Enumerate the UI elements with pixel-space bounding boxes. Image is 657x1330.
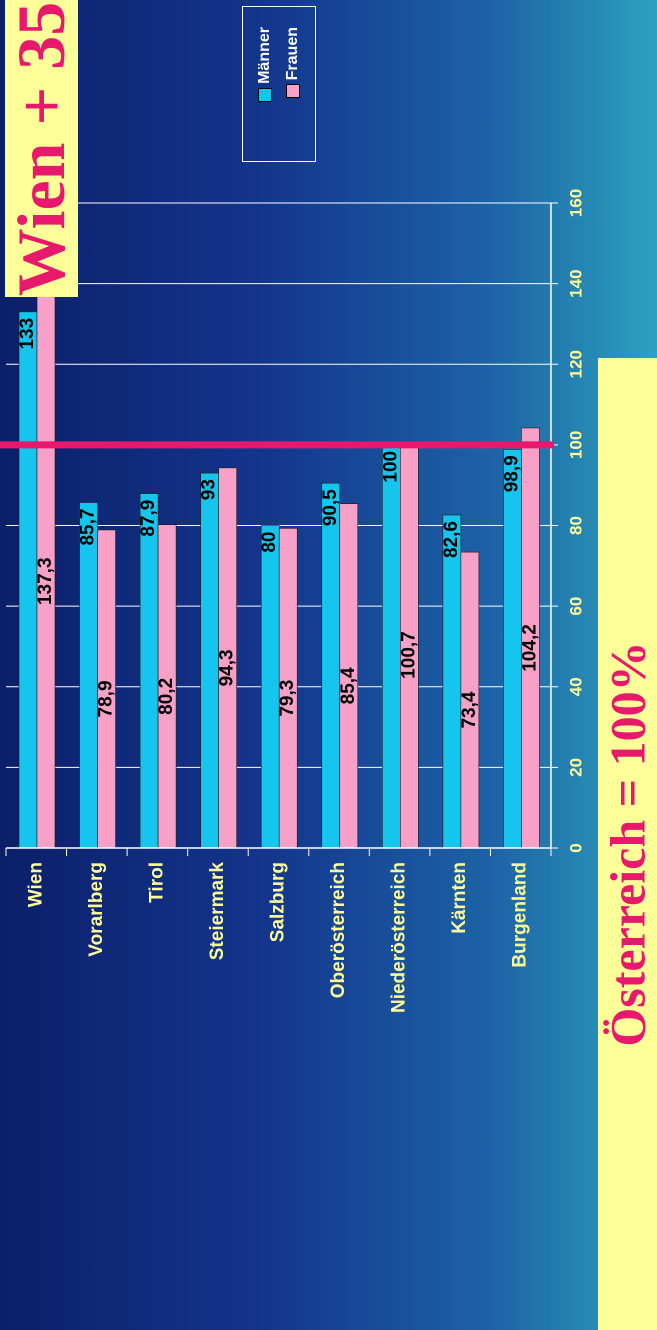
category-label: Salzburg [268,862,289,942]
legend-label-women: Frauen [284,27,301,81]
data-label-women: 100,7 [398,631,419,679]
data-label-men: 85,7 [78,509,99,546]
data-label-women: 137,3 [35,557,56,605]
data-label-men: 90,5 [320,489,341,526]
value-axis-tick-label: 60 [566,597,585,616]
legend-item-women: Frauen [283,27,303,99]
wien-callout: Wien + 35 [3,0,80,297]
data-label-women: 78,9 [96,680,117,717]
legend-item-men: Männer [255,27,275,102]
data-label-men: 82,6 [441,521,462,558]
category-label: Wien [25,862,46,907]
category-label: Steiermark [207,862,228,961]
legend-swatch-women [286,84,300,99]
data-label-men: 80 [259,532,280,553]
data-label-women: 104,2 [519,624,540,672]
value-axis-tick-label: 100 [566,431,585,459]
data-label-women: 94,3 [217,649,238,686]
category-label: Vorarlberg [86,862,107,957]
data-label-men: 100 [380,451,401,483]
value-axis-tick-label: 20 [566,758,585,777]
bar-men [79,502,98,849]
bar-men [139,493,159,849]
austria-reference-text: Österreich = 100% [599,641,656,1047]
category-label: Niederösterreich [389,862,410,1013]
legend-swatch-men [258,87,272,102]
data-label-men: 87,9 [138,500,159,537]
bar-men [321,482,341,849]
category-label: Oberösterreich [328,862,349,998]
axes [0,202,558,856]
legend-label-men: Männer [256,27,273,84]
bars [18,294,540,849]
category-label: Tirol [146,862,167,903]
category-label: Kärnten [449,862,470,934]
austria-reference-callout: Österreich = 100% [598,358,657,1330]
value-axis-tick-label: 120 [566,350,585,378]
value-axis-tick-label: 140 [566,269,585,297]
category-label: Burgenland [510,862,531,968]
data-label-men: 93 [199,479,220,500]
value-axis-tick-label: 80 [566,516,585,535]
bar-men [442,514,462,849]
data-label-women: 79,3 [277,680,298,717]
data-label-women: 85,4 [338,667,359,704]
data-label-men: 133 [17,318,38,350]
labels: 0 20 40 60 80 100 120 140 160 Wien Vorarlberg Tirol… [17,189,585,1013]
data-label-men: 98,9 [501,455,522,492]
value-axis-tick-label: 160 [566,189,585,217]
value-axis-tick-label: 0 [566,843,585,852]
value-axis-tick-label: 40 [566,677,585,696]
data-label-women: 73,4 [459,691,480,728]
legend: Männer Frauen [242,6,316,162]
data-label-women: 80,2 [156,678,177,715]
wien-callout-text: Wien + 35 [3,1,80,296]
